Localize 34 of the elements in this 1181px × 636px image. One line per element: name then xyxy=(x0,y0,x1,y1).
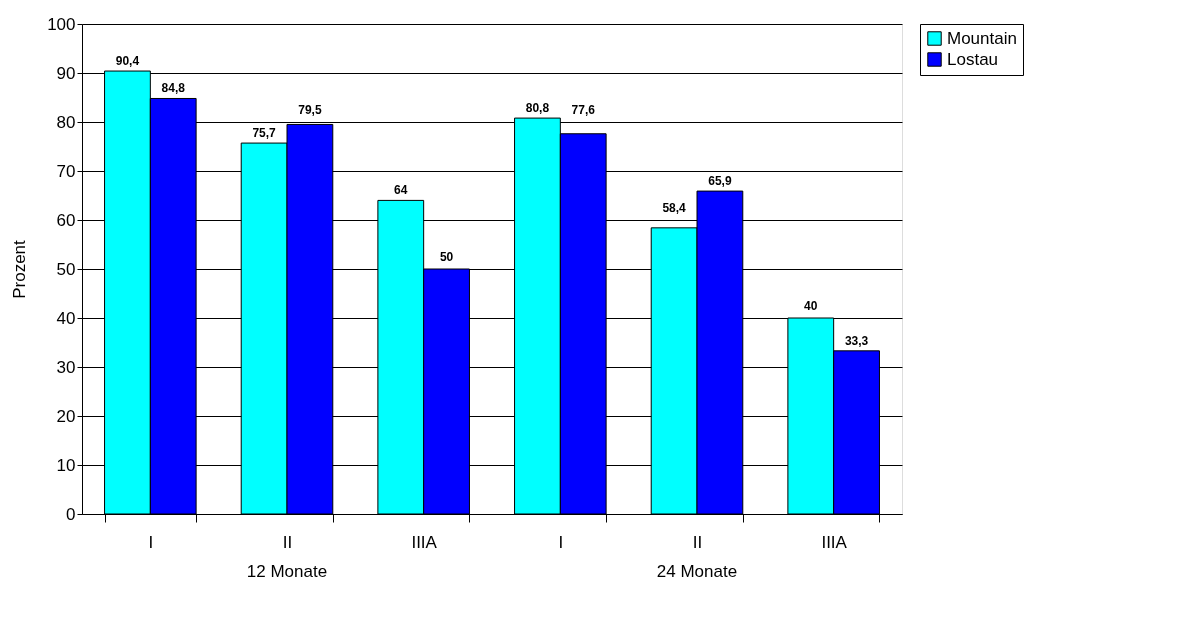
y-tick-label: 70 xyxy=(56,161,76,181)
y-axis-title: Prozent xyxy=(10,239,30,299)
data-label: 84,8 xyxy=(161,81,186,96)
data-label: 75,7 xyxy=(252,126,277,141)
data-label: 80,8 xyxy=(525,101,550,116)
y-tick-label: 20 xyxy=(56,406,76,426)
data-label: 40 xyxy=(804,299,818,313)
legend-label: Lostau xyxy=(947,49,999,69)
y-tick-label: 60 xyxy=(56,210,76,230)
y-tick-label: 30 xyxy=(56,357,76,377)
data-label: 77,6 xyxy=(571,103,596,117)
data-label: 64 xyxy=(394,183,408,198)
x-tick-label: II xyxy=(282,532,293,552)
x-tick-label: I xyxy=(558,532,564,552)
y-tick-label: 90 xyxy=(56,63,76,83)
data-label: 79,5 xyxy=(298,103,322,117)
y-tick-label: 0 xyxy=(66,504,76,524)
data-label: 65,9 xyxy=(708,174,732,189)
x-tick-label: IIIA xyxy=(411,532,438,552)
text: 24 Monate xyxy=(656,562,738,581)
y-tick-label: 40 xyxy=(56,308,76,328)
data-label: 50 xyxy=(439,250,454,264)
x-tick-label: IIIA xyxy=(821,532,848,552)
y-tick-label: 80 xyxy=(56,112,76,132)
data-label: 58,4 xyxy=(662,201,687,215)
y-tick-label: 50 xyxy=(56,259,76,279)
y-tick-label: 10 xyxy=(56,455,76,475)
data-label: 33,3 xyxy=(844,333,869,348)
x-tick-label: I xyxy=(148,532,154,552)
x-tick-label: II xyxy=(692,532,703,552)
y-tick-label: 100 xyxy=(47,14,76,34)
legend-label: Mountain xyxy=(947,28,1017,48)
data-label: 90,4 xyxy=(115,54,140,69)
text: 12 Monate xyxy=(246,562,328,581)
